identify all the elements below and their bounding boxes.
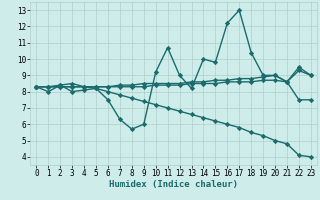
- X-axis label: Humidex (Indice chaleur): Humidex (Indice chaleur): [109, 180, 238, 189]
